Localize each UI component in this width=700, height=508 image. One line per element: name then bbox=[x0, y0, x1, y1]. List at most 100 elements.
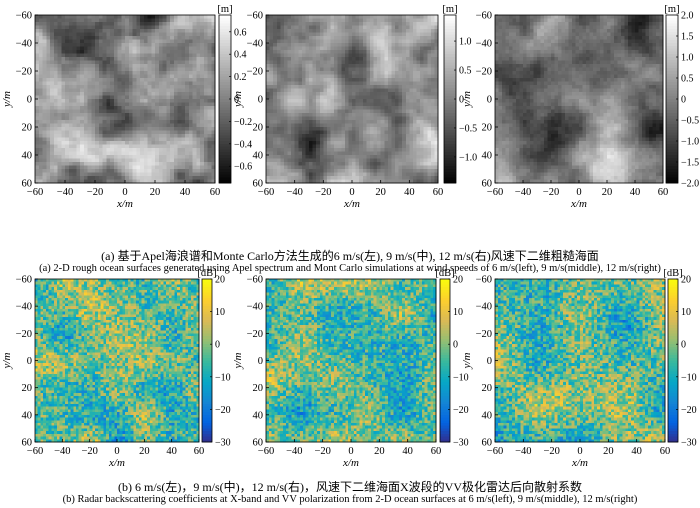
heatmap-cell bbox=[399, 169, 403, 173]
heatmap-cell bbox=[555, 19, 559, 23]
heatmap-cell bbox=[363, 141, 367, 145]
heatmap-cell bbox=[409, 141, 413, 145]
heatmap-cell bbox=[530, 26, 534, 30]
heatmap-cell bbox=[277, 138, 281, 142]
heatmap-cell bbox=[35, 15, 39, 19]
heatmap-cell bbox=[178, 145, 182, 149]
heatmap-cell bbox=[298, 106, 302, 110]
heatmap-cell bbox=[73, 26, 77, 30]
heatmap-cell bbox=[331, 22, 335, 26]
heatmap-cell bbox=[363, 162, 367, 166]
heatmap-cell bbox=[73, 54, 77, 58]
heatmap-cell bbox=[427, 40, 431, 44]
heatmap-cell bbox=[61, 15, 65, 19]
heatmap-cell bbox=[384, 166, 388, 170]
heatmap-cell bbox=[185, 64, 189, 68]
heatmap-cell bbox=[136, 26, 140, 30]
heatmap-cell bbox=[181, 57, 185, 61]
x-tick-label: 40 bbox=[404, 187, 415, 198]
heatmap-cell bbox=[208, 89, 212, 93]
heatmap-cell bbox=[159, 40, 163, 44]
heatmap-cell bbox=[363, 50, 367, 54]
heatmap-cell bbox=[409, 131, 413, 135]
heatmap-cell bbox=[417, 162, 421, 166]
heatmap-cell bbox=[88, 110, 92, 114]
heatmap-cell bbox=[420, 40, 424, 44]
heatmap-cell bbox=[95, 36, 99, 40]
heatmap-cell bbox=[327, 19, 331, 23]
heatmap-cell bbox=[114, 96, 118, 100]
heatmap-cell bbox=[406, 131, 410, 135]
heatmap-cell bbox=[88, 57, 92, 61]
heatmap-cell bbox=[302, 166, 306, 170]
heatmap-cell bbox=[295, 57, 299, 61]
heatmap-cell bbox=[316, 152, 320, 156]
heatmap-cell bbox=[69, 131, 73, 135]
heatmap-cell bbox=[208, 173, 212, 177]
heatmap-cell bbox=[144, 113, 148, 117]
heatmap-cell bbox=[69, 47, 73, 51]
heatmap-cell bbox=[352, 141, 356, 145]
heatmap-cell bbox=[384, 75, 388, 79]
heatmap-cell bbox=[204, 96, 208, 100]
heatmap-cell bbox=[76, 78, 80, 82]
heatmap-cell bbox=[181, 145, 185, 149]
heatmap-cell bbox=[181, 75, 185, 79]
heatmap-cell bbox=[298, 22, 302, 26]
heatmap-cell bbox=[208, 92, 212, 96]
heatmap-cell bbox=[61, 22, 65, 26]
heatmap-cell bbox=[151, 155, 155, 159]
heatmap-cell bbox=[196, 50, 200, 54]
heatmap-cell bbox=[91, 176, 95, 180]
heatmap-cell bbox=[391, 54, 395, 58]
heatmap-cell bbox=[391, 85, 395, 89]
heatmap-cell bbox=[69, 169, 73, 173]
heatmap-cell bbox=[270, 138, 274, 142]
heatmap-cell bbox=[136, 169, 140, 173]
heatmap-cell bbox=[413, 96, 417, 100]
heatmap-cell bbox=[121, 22, 125, 26]
heatmap-cell bbox=[58, 61, 62, 65]
heatmap-cell bbox=[334, 40, 338, 44]
heatmap-cell bbox=[370, 33, 374, 37]
heatmap-cell bbox=[334, 110, 338, 114]
heatmap-cell bbox=[159, 148, 163, 152]
heatmap-cell bbox=[374, 96, 378, 100]
heatmap-cell bbox=[174, 169, 178, 173]
heatmap-cell bbox=[374, 148, 378, 152]
heatmap-cell bbox=[133, 152, 137, 156]
heatmap-cell bbox=[431, 110, 435, 114]
heatmap-cell bbox=[166, 47, 170, 51]
heatmap-cell bbox=[84, 33, 88, 37]
heatmap-cell bbox=[140, 103, 144, 107]
heatmap-cell bbox=[121, 159, 125, 163]
heatmap-cell bbox=[80, 110, 84, 114]
heatmap-cell bbox=[46, 64, 50, 68]
heatmap-cell bbox=[548, 19, 552, 23]
heatmap-cell bbox=[76, 106, 80, 110]
heatmap-cell bbox=[270, 103, 274, 107]
heatmap-cell bbox=[163, 117, 167, 121]
heatmap-cell bbox=[270, 145, 274, 149]
heatmap-cell bbox=[341, 176, 345, 180]
heatmap-cell bbox=[309, 155, 313, 159]
heatmap-cell bbox=[388, 162, 392, 166]
heatmap-cell bbox=[136, 68, 140, 72]
heatmap-cell bbox=[196, 43, 200, 47]
heatmap-cell bbox=[155, 145, 159, 149]
heatmap-cell bbox=[348, 36, 352, 40]
heatmap-cell bbox=[409, 68, 413, 72]
heatmap-cell bbox=[374, 26, 378, 30]
heatmap-cell bbox=[370, 152, 374, 156]
heatmap-cell bbox=[384, 141, 388, 145]
heatmap-cell bbox=[39, 141, 43, 145]
heatmap-cell bbox=[366, 134, 370, 138]
heatmap-cell bbox=[88, 169, 92, 173]
heatmap-cell bbox=[95, 26, 99, 30]
heatmap-cell bbox=[129, 162, 133, 166]
heatmap-cell bbox=[417, 134, 421, 138]
heatmap-cell bbox=[295, 127, 299, 131]
heatmap-cell bbox=[110, 68, 114, 72]
heatmap-cell bbox=[140, 92, 144, 96]
heatmap-cell bbox=[95, 176, 99, 180]
